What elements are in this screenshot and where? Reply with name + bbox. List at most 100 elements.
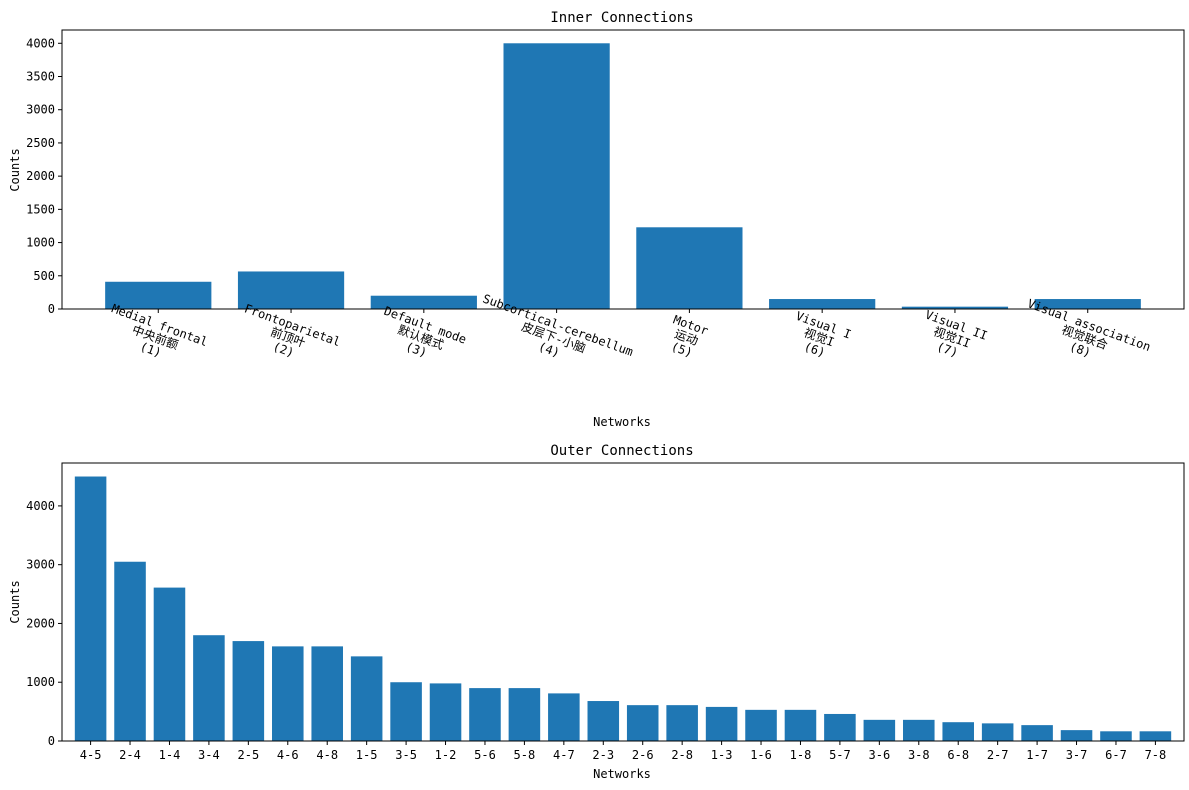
- bar: [745, 709, 777, 741]
- x-tick-label: 1-3: [711, 748, 733, 762]
- y-tick-label: 2000: [26, 169, 55, 183]
- bar: [548, 693, 580, 741]
- y-axis-label: Counts: [8, 580, 22, 623]
- y-axis-ticks: 0 1000 2000 3000 4000: [26, 499, 62, 748]
- x-tick-label: Frontoparietal前顶叶(2): [234, 301, 343, 373]
- x-tick-label: 6-8: [947, 748, 969, 762]
- x-tick-label: 2-8: [671, 748, 693, 762]
- chart-title: Outer Connections: [550, 443, 693, 459]
- y-tick-label: 3000: [26, 558, 55, 572]
- y-tick-label: 0: [48, 302, 55, 316]
- x-tick-label: 4-5: [80, 748, 102, 762]
- inner-connections-chart: Inner Connections 0 500 1000 1500 2000 2500 30…: [8, 10, 1185, 429]
- chart-title: Inner Connections: [550, 10, 693, 26]
- bar: [272, 646, 304, 741]
- bar: [429, 683, 462, 741]
- x-tick-label: 3-5: [395, 748, 417, 762]
- y-tick-label: 2500: [26, 136, 55, 150]
- x-tick-label: 2-3: [592, 748, 614, 762]
- x-tick-label: 3-7: [1066, 748, 1088, 762]
- bar: [370, 295, 477, 309]
- bar: [942, 722, 974, 741]
- bar: [508, 688, 541, 741]
- x-tick-label: 2-5: [237, 748, 259, 762]
- y-tick-label: 4000: [26, 499, 55, 513]
- y-tick-label: 1000: [26, 236, 55, 250]
- bar: [350, 656, 383, 741]
- bar: [469, 688, 501, 741]
- x-tick-label: 1-5: [356, 748, 378, 762]
- bar: [114, 561, 146, 741]
- bar: [503, 43, 610, 310]
- x-tick-label: 2-4: [119, 748, 141, 762]
- y-tick-label: 1500: [26, 202, 55, 216]
- y-axis-ticks: 0 500 1000 1500 2000 2500 3000 3500 4000: [26, 36, 62, 316]
- bar: [311, 646, 343, 741]
- x-tick-label: 1-6: [750, 748, 772, 762]
- x-tick-label: 3-6: [869, 748, 891, 762]
- x-tick-label: Motor运动(5): [662, 312, 710, 362]
- bar: [74, 476, 107, 741]
- x-tick-label: 6-7: [1105, 748, 1127, 762]
- x-tick-label: 3-8: [908, 748, 930, 762]
- bar: [105, 281, 212, 309]
- x-tick-label: 2-7: [987, 748, 1009, 762]
- bar: [626, 705, 659, 741]
- bar: [824, 713, 856, 741]
- bar-group: [105, 43, 1141, 310]
- bar-group: [74, 476, 1172, 741]
- outer-connections-chart: Outer Connections 0 1000 2000 3000 4000 4-5 2…: [8, 443, 1185, 781]
- x-tick-label: 5-7: [829, 748, 851, 762]
- x-tick-label: Default mode默认模式(3): [373, 304, 468, 371]
- y-axis-label: Counts: [8, 148, 22, 191]
- y-tick-label: 0: [48, 734, 55, 748]
- y-tick-label: 3000: [26, 103, 55, 117]
- bar: [390, 682, 422, 741]
- bar: [1100, 731, 1132, 741]
- plot-frame: [61, 462, 1185, 742]
- plot-frame: [61, 29, 1185, 310]
- bar: [193, 635, 225, 741]
- x-tick-label: 7-8: [1145, 748, 1167, 762]
- bar: [636, 227, 743, 309]
- y-tick-label: 3500: [26, 70, 55, 84]
- bar: [666, 705, 698, 741]
- bar: [232, 641, 265, 741]
- x-tick-label: 3-4: [198, 748, 220, 762]
- x-tick-label: 1-8: [790, 748, 812, 762]
- x-tick-label: 1-2: [435, 748, 457, 762]
- x-tick-label: Medial frontal中央前额(1): [101, 301, 210, 373]
- bar: [769, 299, 876, 309]
- bar: [903, 719, 935, 741]
- bar: [981, 723, 1014, 741]
- bar: [1034, 299, 1141, 309]
- x-tick-label: Visual I视觉I(6): [785, 309, 853, 366]
- x-tick-label: 5-8: [514, 748, 536, 762]
- bar: [237, 271, 345, 309]
- x-tick-label: 4-6: [277, 748, 299, 762]
- bar: [705, 706, 738, 741]
- x-axis-ticks: 4-5 2-4 1-4 3-4 2-5 4-6 4-8 1-5 3-5 1-2 5-6 5-8 4-7 2…: [80, 741, 1167, 762]
- x-tick-label: 1-4: [159, 748, 181, 762]
- y-tick-label: 4000: [26, 36, 55, 50]
- bar: [1139, 731, 1172, 741]
- x-axis-ticks: Medial frontal中央前额(1) Frontoparietal前顶叶(2…: [101, 291, 1153, 373]
- y-tick-label: 2000: [26, 616, 55, 630]
- bar: [1060, 730, 1093, 741]
- bar: [784, 709, 817, 741]
- bar: [153, 587, 186, 741]
- bar: [863, 719, 896, 741]
- x-tick-label: Visual II视觉II(7): [914, 308, 989, 368]
- x-axis-label: Networks: [593, 767, 651, 781]
- y-tick-label: 500: [33, 269, 55, 283]
- bar: [1021, 725, 1053, 741]
- x-tick-label: 4-7: [553, 748, 575, 762]
- x-tick-label: 4-8: [316, 748, 338, 762]
- bar: [901, 306, 1009, 309]
- y-tick-label: 1000: [26, 675, 55, 689]
- x-tick-label: 1-7: [1026, 748, 1048, 762]
- bar: [587, 701, 620, 741]
- x-axis-label: Networks: [593, 415, 651, 429]
- x-tick-label: 2-6: [632, 748, 654, 762]
